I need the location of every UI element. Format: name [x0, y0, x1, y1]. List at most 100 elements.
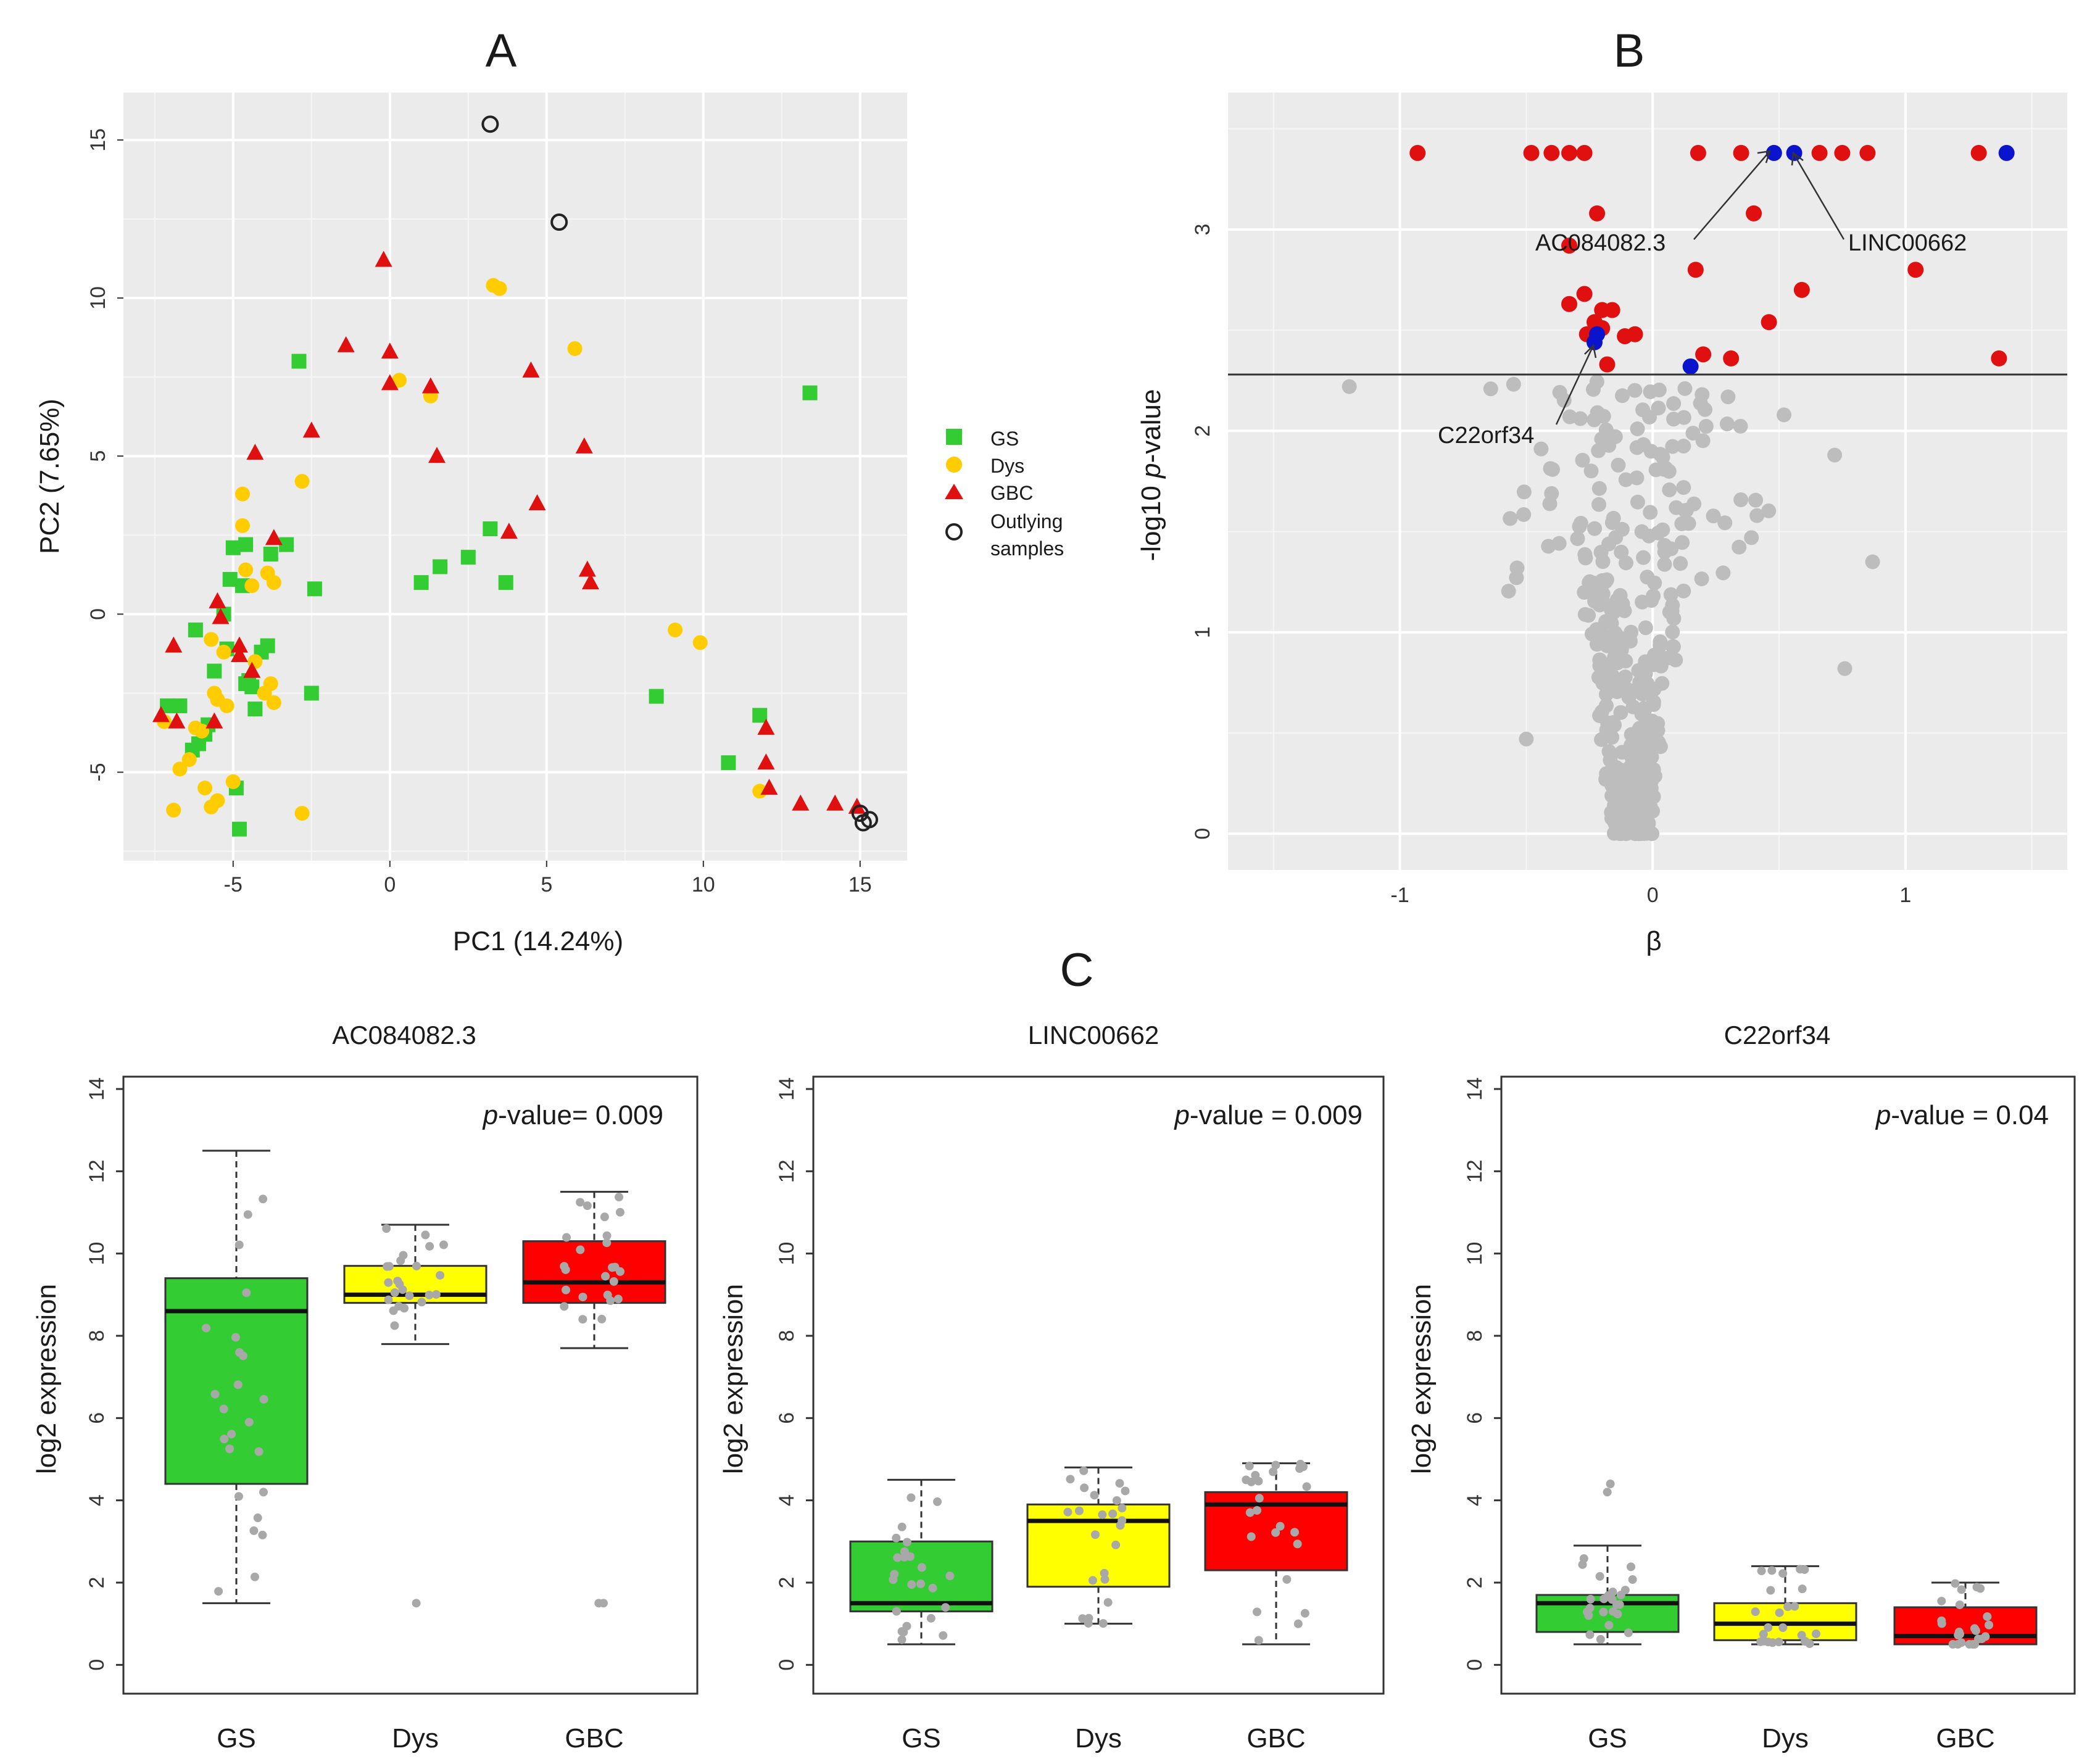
jitter-point-gbc [602, 1238, 612, 1248]
jitter-point-gbc [1245, 1462, 1254, 1471]
volcano-point-ns [1570, 531, 1585, 547]
volcano-point-ns [1676, 439, 1691, 454]
volcano-point-ns [1545, 462, 1560, 477]
pca-point-gbc [337, 336, 355, 352]
jitter-point-gbc [609, 1277, 618, 1286]
y-tick-label: 0 [86, 608, 110, 620]
pca-point-dys [172, 761, 188, 777]
volcano-point-ns [1744, 530, 1759, 545]
jitter-point-dys [1115, 1479, 1124, 1488]
jitter-point-gbc [1957, 1585, 1966, 1594]
volcano-point-ns [1634, 524, 1649, 539]
jitter-point-gbc [561, 1265, 570, 1274]
volcano-point-ns [1614, 642, 1629, 658]
pca-point-gbc [578, 560, 596, 577]
volcano-point-ns [1665, 439, 1680, 454]
pca-point-gs [222, 572, 238, 587]
volcano-point-ns [1668, 652, 1683, 668]
jitter-point-gs [1599, 1594, 1609, 1604]
volcano-point-ns [1641, 753, 1656, 768]
volcano-point-ns [1591, 669, 1606, 685]
category-label-gbc: GBC [1247, 1723, 1305, 1754]
jitter-point-gbc [583, 1201, 592, 1211]
y-tick-label: 3 [1191, 224, 1214, 236]
boxplot-title: C22orf34 [1724, 1021, 1831, 1050]
volcano-point-ns [1627, 383, 1643, 398]
outlier-point-dys [412, 1599, 421, 1608]
volcano-point-ns [1650, 716, 1666, 731]
volcano-point-ns [1732, 539, 1747, 555]
volcano-point-ns [1614, 521, 1630, 537]
jitter-point-gbc [613, 1294, 623, 1304]
y-tick-label: 2 [85, 1577, 109, 1589]
y-tick-label: 6 [85, 1412, 109, 1424]
volcano-point-ns [1611, 826, 1627, 841]
pvalue-label: p-value = 0.009 [1173, 1100, 1363, 1130]
jitter-point-gbc [608, 1263, 617, 1272]
volcano-point-ns [1556, 392, 1572, 408]
volcano-point-significant [1687, 262, 1704, 278]
pca-point-dys [668, 622, 683, 637]
legend-dys-label: Dys [990, 455, 1024, 477]
panel-a-legend: GS Dys GBC Outlying samples [945, 428, 1064, 560]
jitter-point-dys [1790, 1602, 1799, 1611]
jitter-point-gs [1585, 1604, 1595, 1613]
jitter-point-gs [906, 1493, 916, 1502]
jitter-point-gs [243, 1210, 252, 1219]
volcano-point-ns [1608, 795, 1624, 810]
jitter-point-dys [1108, 1509, 1118, 1518]
volcano-point-ns [1636, 550, 1651, 565]
jitter-point-dys [1796, 1565, 1805, 1574]
pca-point-dys [266, 575, 281, 590]
pca-point-gbc [152, 706, 170, 723]
jitter-point-gs [897, 1635, 906, 1644]
jitter-point-gs [202, 1323, 211, 1333]
volcano-point-ns [1604, 602, 1619, 618]
volcano-point-significant [1695, 346, 1712, 363]
jitter-point-gbc [1951, 1579, 1960, 1588]
pca-point-dys [235, 486, 251, 502]
jitter-point-gbc [576, 1245, 585, 1254]
volcano-point-ns [1516, 484, 1532, 500]
annot-ac084082-arrowhead [1757, 150, 1771, 164]
volcano-point-ns [1483, 381, 1498, 397]
pvalue-label: p-value = 0.04 [1875, 1100, 2049, 1130]
jitter-point-dys [1767, 1566, 1777, 1575]
jitter-point-dys [1800, 1637, 1809, 1646]
volcano-point-ns [1583, 463, 1599, 479]
jitter-point-dys [1775, 1608, 1784, 1617]
jitter-point-dys [1079, 1466, 1089, 1475]
panel-a-label: A [486, 25, 517, 77]
jitter-point-gs [234, 1492, 243, 1501]
volcano-point-ns [1677, 503, 1693, 518]
pca-point-dys [210, 793, 225, 808]
pca-point-dys [235, 518, 251, 533]
volcano-point-ns [1664, 541, 1679, 557]
pca-point-dys [244, 578, 260, 594]
volcano-point-ns [1666, 396, 1682, 412]
volcano-point-significant [1859, 144, 1876, 161]
jitter-point-gbc [615, 1207, 624, 1217]
jitter-point-gbc [601, 1272, 610, 1281]
volcano-point-ns [1587, 521, 1603, 536]
y-tick-label: 0 [85, 1659, 109, 1671]
jitter-point-gbc [1971, 1626, 1980, 1635]
y-tick-label: 0 [775, 1659, 799, 1671]
volcano-point-ns [1676, 410, 1691, 425]
jitter-point-gbc [1251, 1470, 1260, 1480]
jitter-point-dys [1798, 1584, 1807, 1594]
pca-point-gs [433, 559, 448, 574]
pca-point-gbc [230, 645, 248, 662]
jitter-point-gs [254, 1447, 263, 1456]
volcano-point-ns [1733, 492, 1749, 508]
jitter-point-gs [214, 1587, 223, 1596]
volcano-point-significant [1627, 326, 1643, 342]
volcano-point-ns [1598, 772, 1614, 787]
annot-linc00662-arrowhead [1791, 151, 1804, 166]
volcano-point-ns [1666, 639, 1681, 655]
jitter-point-gbc [1276, 1522, 1285, 1531]
volcano-point-significant [1690, 144, 1706, 161]
jitter-point-dys [1074, 1506, 1084, 1515]
box-dys [343, 1265, 487, 1304]
volcano-point-significant [1834, 144, 1851, 161]
